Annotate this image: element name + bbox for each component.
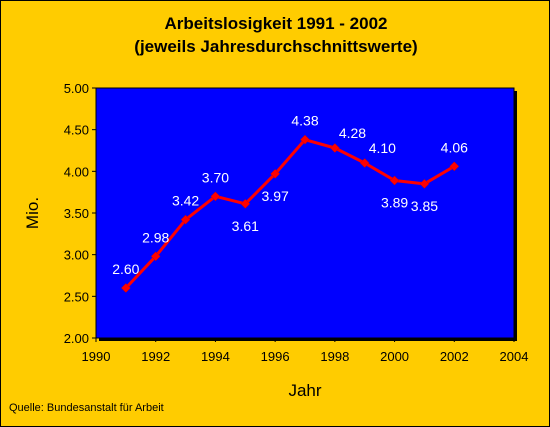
x-tick-label: 2000	[380, 349, 409, 364]
y-tick-label: 3.00	[64, 248, 89, 263]
data-label: 4.06	[441, 139, 468, 155]
y-tick-label: 5.00	[64, 81, 89, 96]
chart-subtitle: (jeweils Jahresdurchschnittswerte)	[134, 37, 418, 56]
data-label: 3.42	[172, 193, 199, 209]
data-label: 3.89	[381, 195, 408, 211]
data-label: 4.10	[369, 140, 396, 156]
data-point	[300, 134, 310, 145]
data-label: 3.61	[232, 218, 259, 234]
series-line	[124, 138, 456, 290]
data-point	[240, 198, 251, 209]
data-point	[449, 161, 460, 172]
x-tick-label: 1998	[320, 349, 349, 364]
data-label: 3.85	[411, 198, 438, 214]
y-tick-label: 2.50	[64, 289, 89, 304]
data-point	[150, 251, 161, 262]
data-label: 2.60	[112, 261, 139, 277]
x-tick-label: 1996	[261, 349, 290, 364]
chart-title: Arbeitslosigkeit 1991 - 2002	[164, 14, 388, 33]
data-point	[419, 178, 430, 189]
x-tick-label: 2004	[500, 349, 529, 364]
data-point	[121, 283, 131, 293]
data-label: 3.70	[202, 169, 229, 185]
data-point	[389, 175, 400, 186]
data-point	[210, 191, 221, 202]
y-tick-label: 3.50	[64, 206, 89, 221]
data-label: 2.98	[142, 229, 169, 245]
data-point	[180, 214, 191, 225]
x-axis-label: Jahr	[288, 381, 321, 400]
plot-area	[95, 87, 515, 339]
data-label: 4.38	[291, 113, 318, 129]
x-tick-label: 2002	[440, 349, 469, 364]
data-point	[270, 168, 280, 179]
y-tick-label: 2.00	[64, 331, 89, 346]
source-note: Quelle: Bundesanstalt für Arbeit	[9, 402, 164, 414]
data-point	[359, 158, 370, 168]
y-axis-label: Mio.	[23, 197, 42, 229]
y-tick-label: 4.00	[64, 164, 89, 179]
x-tick-label: 1990	[82, 349, 111, 364]
y-tick-label: 4.50	[64, 123, 89, 138]
data-point	[330, 143, 340, 153]
data-label: 3.97	[262, 188, 289, 204]
x-tick-label: 1994	[201, 349, 230, 364]
x-tick-label: 1992	[141, 349, 170, 364]
data-label: 4.28	[339, 125, 366, 141]
